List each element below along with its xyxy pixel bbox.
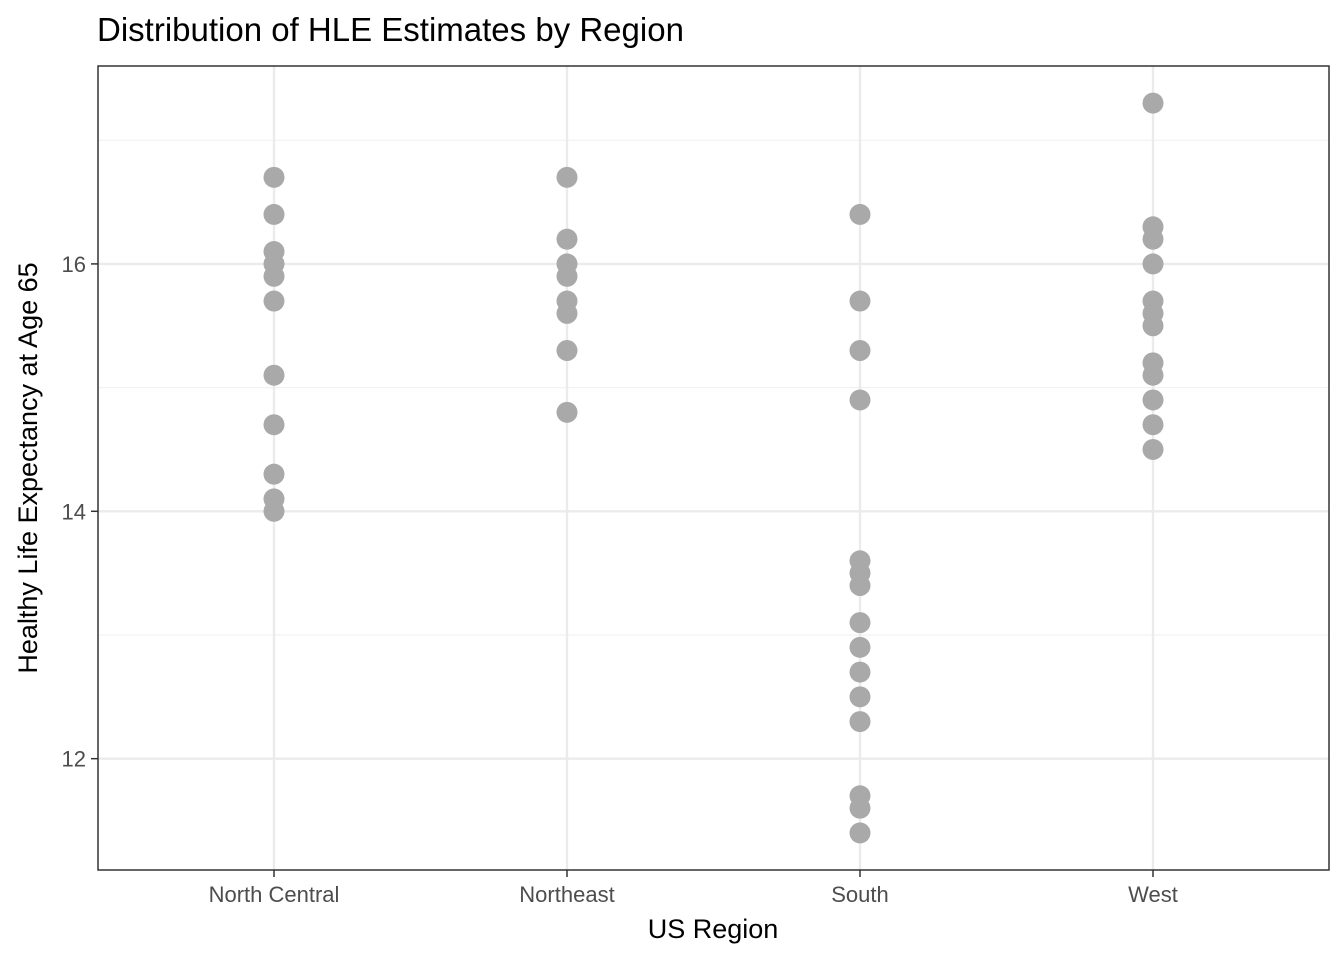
data-point	[263, 290, 285, 312]
data-point	[849, 290, 871, 312]
data-point	[849, 575, 871, 597]
data-point	[1142, 228, 1164, 250]
data-point	[556, 228, 578, 250]
y-tick-label: 14	[62, 499, 86, 524]
data-point	[849, 822, 871, 844]
data-point	[849, 339, 871, 361]
data-point	[849, 686, 871, 708]
data-point	[849, 711, 871, 733]
data-point	[849, 661, 871, 683]
x-tick-label: North Central	[209, 882, 340, 907]
y-axis: 12 14 16	[62, 252, 98, 772]
x-tick-label: South	[831, 882, 889, 907]
data-point	[263, 166, 285, 188]
chart-title: Distribution of HLE Estimates by Region	[97, 11, 684, 48]
data-point	[1142, 315, 1164, 337]
data-point	[1142, 364, 1164, 386]
data-point	[1142, 389, 1164, 411]
data-point	[1142, 438, 1164, 460]
data-point	[263, 203, 285, 225]
x-tick-label: West	[1128, 882, 1178, 907]
data-point	[556, 166, 578, 188]
data-point	[556, 339, 578, 361]
y-axis-title: Healthy Life Expectancy at Age 65	[13, 262, 43, 673]
data-point	[1142, 253, 1164, 275]
data-point	[1142, 414, 1164, 436]
plot-panel	[98, 66, 1329, 870]
data-point	[263, 265, 285, 287]
data-point	[849, 389, 871, 411]
data-point	[263, 463, 285, 485]
data-point	[263, 414, 285, 436]
data-point	[849, 203, 871, 225]
data-point	[556, 265, 578, 287]
data-point	[556, 302, 578, 324]
plot-border	[97, 65, 1330, 871]
y-tick-label: 12	[62, 747, 86, 772]
data-points	[263, 92, 1164, 844]
data-point	[1142, 92, 1164, 114]
data-point	[556, 401, 578, 423]
x-axis-title: US Region	[648, 914, 779, 944]
x-tick-label: Northeast	[519, 882, 614, 907]
data-point	[263, 364, 285, 386]
data-point	[263, 500, 285, 522]
data-point	[849, 636, 871, 658]
y-tick-label: 16	[62, 252, 86, 277]
gridlines	[98, 66, 1329, 870]
x-axis: North Central Northeast South West	[209, 870, 1178, 907]
data-point	[849, 612, 871, 634]
data-point	[849, 797, 871, 819]
